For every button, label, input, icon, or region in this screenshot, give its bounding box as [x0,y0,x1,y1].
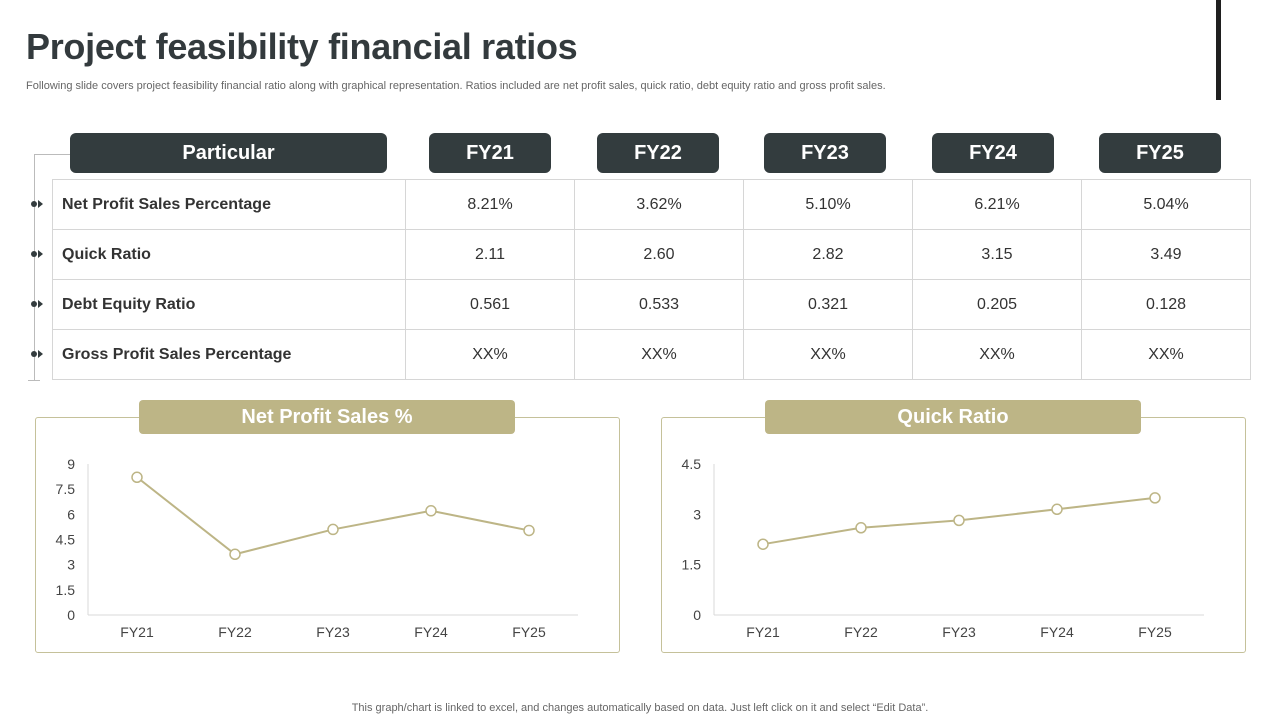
footer-note: This graph/chart is linked to excel, and… [351,702,929,714]
table-cell: 5.10% [743,179,913,230]
data-point [327,523,339,536]
row-label: Quick Ratio [52,229,406,280]
row-label: Debt Equity Ratio [52,279,406,330]
table-cell: 2.82 [743,229,913,280]
table-cell: 2.11 [405,229,575,280]
column-header-fy23: FY23 [764,133,886,173]
y-tick-label: 9 [67,456,75,472]
table-cell: 6.21% [912,179,1082,230]
net-profit-line-chart: 0 1.5 3 4.5 6 7.5 9 FY21 FY22 FY23 FY24 FY25 [56,456,578,640]
row-bracket-top [34,154,70,155]
column-header-fy25: FY25 [1099,133,1221,173]
column-header-fy24: FY24 [932,133,1054,173]
table-cell: 0.128 [1081,279,1251,330]
table-cell: 3.49 [1081,229,1251,280]
x-tick-label: FY25 [512,624,546,640]
x-tick-label: FY22 [218,624,252,640]
bullet-arrow-icon [31,350,43,358]
series-line [136,476,530,556]
x-tick-label: FY25 [1138,624,1172,640]
y-tick-label: 6 [67,506,75,522]
table-cell: XX% [405,329,575,380]
y-tick-label: 4.5 [682,456,702,472]
data-point [229,548,241,561]
data-point [1051,503,1063,516]
data-point [131,471,143,484]
table-cell: 2.60 [574,229,744,280]
x-tick-label: FY23 [942,624,976,640]
bullet-arrow-icon [31,300,43,308]
table-cell: XX% [574,329,744,380]
y-tick-label: 3 [693,506,701,522]
y-tick-label: 0 [67,607,75,623]
net-profit-chart-title: Net Profit Sales % [139,400,515,434]
table-cell: 0.205 [912,279,1082,330]
row-bracket-line [34,154,35,381]
table-cell: 0.321 [743,279,913,330]
data-point [425,505,437,517]
table-row: Net Profit Sales Percentage 8.21% 3.62% … [52,179,1251,230]
page-subtitle: Following slide covers project feasibili… [26,80,886,92]
x-tick-label: FY22 [844,624,878,640]
table-cell: XX% [743,329,913,380]
page-title: Project feasibility financial ratios [26,26,578,67]
data-point [1149,492,1161,504]
data-point [855,522,867,534]
row-bracket-bottom [28,380,40,381]
x-tick-label: FY24 [1040,624,1074,640]
column-header-fy21: FY21 [429,133,551,173]
y-tick-label: 4.5 [56,532,76,548]
table-cell: 0.561 [405,279,575,330]
table-cell: 0.533 [574,279,744,330]
table-row: Quick Ratio 2.11 2.60 2.82 3.15 3.49 [52,229,1251,280]
ratios-table: Net Profit Sales Percentage 8.21% 3.62% … [52,179,1251,380]
table-cell: XX% [912,329,1082,380]
table-cell: 5.04% [1081,179,1251,230]
column-header-particular: Particular [70,133,387,173]
table-cell: 3.62% [574,179,744,230]
x-tick-label: FY23 [316,624,350,640]
bullet-arrow-icon [31,250,43,258]
data-point [953,514,965,527]
x-tick-label: FY24 [414,624,448,640]
y-tick-label: 3 [67,557,75,573]
table-row: Debt Equity Ratio 0.561 0.533 0.321 0.20… [52,279,1251,330]
corner-accent-bar [1216,0,1221,100]
quick-ratio-line-chart: 0 1.5 3 4.5 FY21 FY22 FY23 FY24 FY25 [682,456,1204,640]
row-label: Net Profit Sales Percentage [52,179,406,230]
y-tick-label: 7.5 [56,481,76,497]
y-tick-label: 0 [693,607,701,623]
table-cell: 8.21% [405,179,575,230]
x-tick-label: FY21 [746,624,780,640]
y-tick-label: 1.5 [682,557,702,573]
data-point [757,538,769,550]
bullet-arrow-icon [31,200,43,208]
quick-ratio-chart-title: Quick Ratio [765,400,1141,434]
table-row: Gross Profit Sales Percentage XX% XX% XX… [52,329,1251,380]
row-label: Gross Profit Sales Percentage [52,329,406,380]
table-cell: 3.15 [912,229,1082,280]
data-point [523,524,535,537]
y-tick-label: 1.5 [56,582,76,598]
table-cell: XX% [1081,329,1251,380]
column-header-fy22: FY22 [597,133,719,173]
x-tick-label: FY21 [120,624,154,640]
